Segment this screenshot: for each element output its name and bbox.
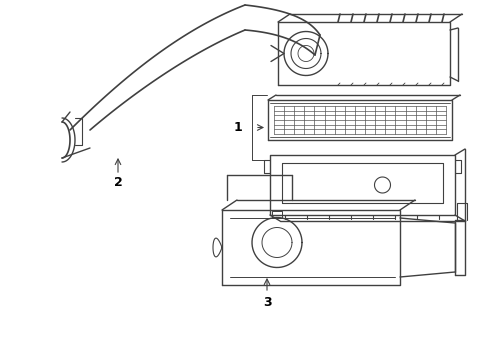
- Text: 2: 2: [114, 176, 122, 189]
- Text: 1: 1: [234, 121, 243, 134]
- Text: 3: 3: [263, 297, 271, 310]
